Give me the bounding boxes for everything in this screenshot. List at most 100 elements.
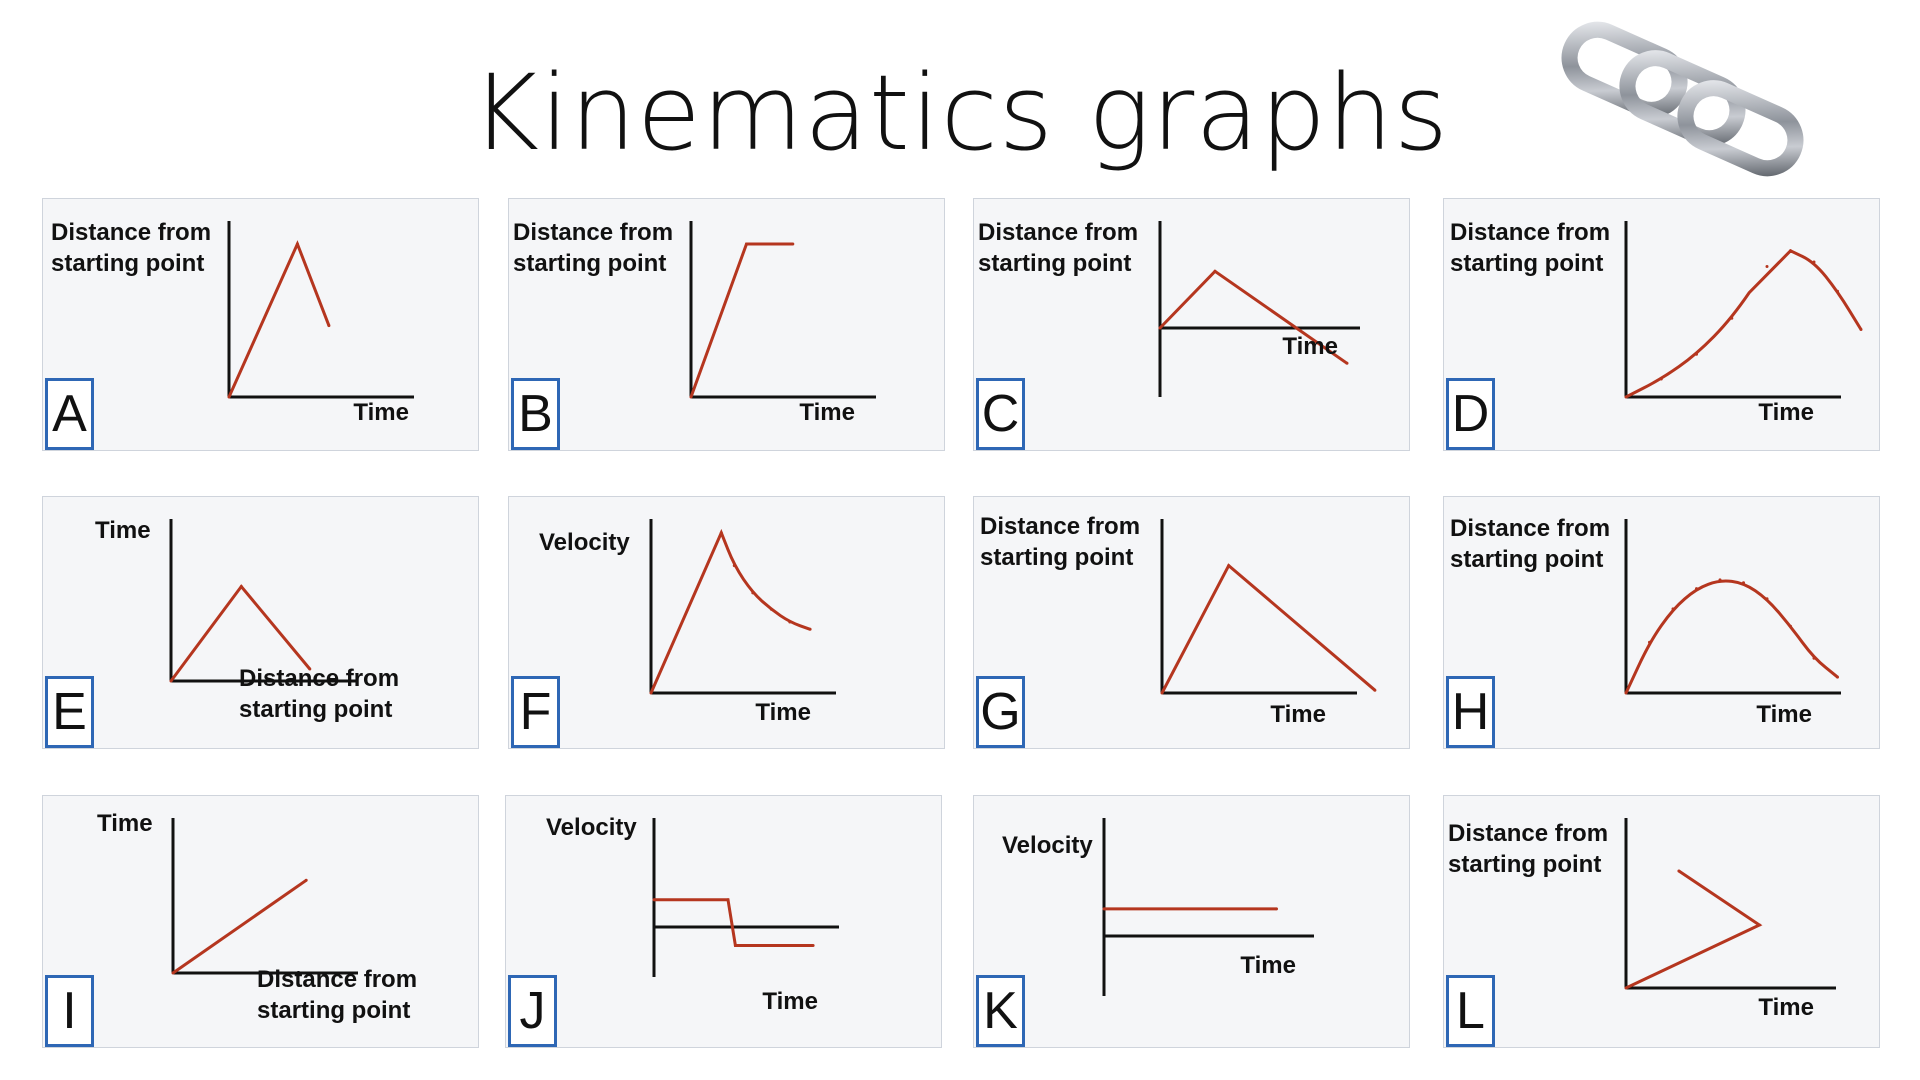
y-axis-label: Time [95, 517, 151, 544]
data-point [649, 691, 653, 695]
data-point [1158, 326, 1162, 330]
series-line [654, 898, 814, 947]
data-point [1624, 691, 1628, 695]
graph-panel-d: Distance from starting point Time D [1443, 198, 1880, 451]
graph-plot [689, 221, 876, 399]
graph-plot [1158, 221, 1360, 397]
y-axis-label: Time [97, 810, 153, 837]
data-point [1102, 907, 1106, 911]
y-axis-label: Velocity [539, 529, 630, 556]
y-axis-label: Velocity [546, 814, 637, 841]
x-axis-label: Time [1282, 333, 1338, 360]
data-point [1695, 587, 1698, 591]
x-axis-label: Time [762, 988, 818, 1015]
data-point [1275, 907, 1278, 911]
x-axis-label: Time [799, 399, 855, 426]
y-axis-label: Distance from starting point [980, 513, 1141, 571]
graph-plot [1624, 818, 1836, 990]
graph-plot [1102, 818, 1314, 996]
graph-panel-b: Distance from starting point Time B [508, 198, 945, 451]
series-line [1160, 563, 1376, 694]
x-axis-label: Distance from starting point [257, 966, 418, 1024]
graph-letter-label: I [45, 975, 94, 1047]
data-point [689, 395, 693, 399]
data-point [719, 531, 723, 535]
x-axis-label: Time [755, 699, 811, 726]
graph-letter-label: F [511, 676, 560, 748]
data-point [1789, 249, 1792, 253]
y-axis-label: Velocity [1002, 832, 1093, 859]
data-point [295, 242, 299, 246]
data-point [1213, 269, 1217, 273]
data-point [1789, 624, 1792, 628]
x-axis-label: Distance from starting point [239, 665, 400, 723]
x-axis-label: Time [1758, 994, 1814, 1021]
series-line [172, 879, 308, 975]
data-point [769, 607, 773, 611]
data-point [732, 564, 736, 568]
data-point [751, 591, 755, 595]
graph-letter-label: B [511, 378, 560, 450]
data-point [239, 585, 243, 588]
data-point [1757, 923, 1761, 927]
graph-panel-c: Distance from starting point Time C [973, 198, 1410, 451]
data-point [726, 898, 730, 902]
graph-plot [227, 221, 414, 399]
data-point [1624, 986, 1628, 990]
graph-panel-i: Time Distance from starting point I [42, 795, 479, 1048]
graph-plot [1160, 519, 1377, 695]
data-point [171, 971, 175, 975]
graph-panel-l: Distance from starting point Time L [1443, 795, 1880, 1048]
y-axis-label: Distance from starting point [1450, 219, 1611, 277]
series-line [689, 242, 793, 398]
data-point [1624, 395, 1628, 399]
graph-panel-e: Time Distance from starting point E [42, 496, 479, 749]
data-point [791, 242, 795, 246]
data-point [1742, 581, 1745, 585]
graph-panel-a: Distance from starting point Time A [42, 198, 479, 451]
y-axis-label: Distance from starting point [1450, 515, 1611, 573]
data-point [1812, 656, 1816, 660]
y-axis-label: Distance from starting point [513, 219, 674, 277]
data-point [1836, 289, 1839, 293]
graph-plot [652, 818, 839, 977]
graph-letter-label: L [1446, 975, 1495, 1047]
data-point [788, 620, 792, 624]
graph-letter-label: E [45, 676, 94, 748]
data-point [1859, 328, 1863, 331]
data-point [808, 627, 812, 631]
page-title: Kinematics graphs [470, 52, 1450, 174]
graph-letter-label: K [976, 975, 1025, 1047]
data-point [1695, 352, 1698, 356]
series-line [1625, 869, 1763, 990]
series-line [1624, 579, 1839, 694]
graph-letter-label: C [976, 378, 1025, 450]
data-point [1373, 688, 1377, 692]
graph-letter-label: J [508, 975, 557, 1047]
graph-letter-label: G [976, 676, 1025, 748]
graph-panel-f: Velocity Time F [508, 496, 945, 749]
series-line [1625, 248, 1863, 399]
graph-plot [1624, 221, 1863, 399]
y-axis-label: Distance from starting point [1448, 820, 1609, 878]
data-point [308, 667, 312, 671]
y-axis-label: Distance from starting point [978, 219, 1139, 277]
data-point [1836, 675, 1839, 679]
x-axis-label: Time [1756, 701, 1812, 728]
graph-letter-label: D [1446, 378, 1495, 450]
x-axis-label: Time [1758, 399, 1814, 426]
graph-plot [171, 818, 358, 975]
y-axis-label: Distance from starting point [51, 219, 212, 277]
graph-plot [649, 519, 836, 695]
data-point [1718, 578, 1722, 582]
data-point [1765, 597, 1769, 601]
data-point [811, 944, 815, 947]
x-axis-label: Time [1270, 701, 1326, 728]
graph-letter-label: A [45, 378, 94, 450]
x-axis-label: Time [1240, 952, 1296, 979]
data-point [304, 878, 308, 882]
data-point [1648, 640, 1651, 644]
data-point [169, 679, 173, 683]
series-line [227, 240, 331, 398]
x-axis-label: Time [353, 399, 409, 426]
